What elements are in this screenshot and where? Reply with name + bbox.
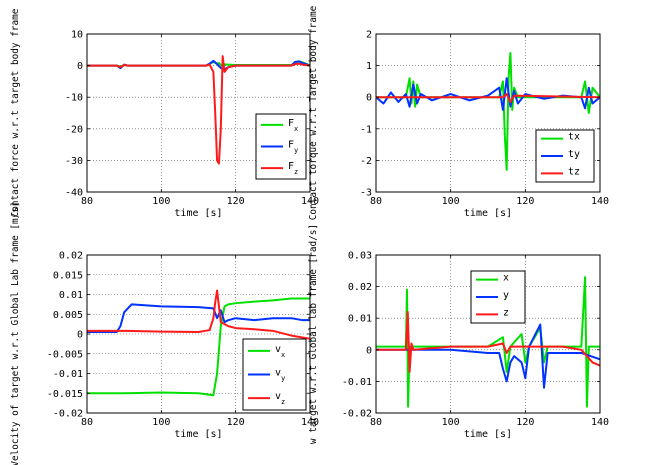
legend-label: vx xyxy=(275,344,285,359)
y-tick-label: -3 xyxy=(360,188,372,199)
y-tick-label: 0.03 xyxy=(348,251,372,262)
series-line-x xyxy=(376,276,600,408)
y-tick-label: 0.005 xyxy=(53,310,83,321)
legend-label: ty xyxy=(568,149,580,160)
series-line-z xyxy=(376,310,600,373)
y-tick-label: -0.02 xyxy=(342,409,372,420)
y-tick-label: -30 xyxy=(65,156,83,167)
x-tick-label: 80 xyxy=(81,196,93,207)
x-tick-label: 140 xyxy=(591,196,609,207)
legend: Fx Fy Fz xyxy=(255,113,307,180)
x-tick-label: 120 xyxy=(227,417,245,428)
y-tick-label: 0.01 xyxy=(348,314,372,325)
chart-torque: 80 100 120 140 -3 -2 -1 0 1 2 time [s] Contact torq… xyxy=(308,5,609,220)
series-line-fz xyxy=(87,55,310,165)
x-axis-label: time [s] xyxy=(464,429,512,440)
legend-label: x xyxy=(503,273,509,284)
legend-label: vy xyxy=(275,368,285,383)
y-tick-label: -1 xyxy=(360,124,372,135)
y-tick-label: 0 xyxy=(77,330,83,341)
legend: tx ty tz xyxy=(535,129,595,183)
legend-label: vz xyxy=(275,391,285,406)
y-axis-label: w target w.r.t Global lab frame [rad/s] xyxy=(308,224,319,444)
legend-label: z xyxy=(503,307,509,318)
y-tick-label: 10 xyxy=(71,30,83,41)
y-tick-label: 2 xyxy=(366,30,372,41)
y-tick-label: -2 xyxy=(360,156,372,167)
y-tick-label: 0.01 xyxy=(59,290,83,301)
y-tick-label: -40 xyxy=(65,188,83,199)
x-tick-label: 140 xyxy=(301,196,319,207)
y-tick-label: 0.015 xyxy=(53,270,83,281)
legend-label: Fx xyxy=(288,118,298,133)
y-tick-label: -10 xyxy=(65,93,83,104)
legend-label: y xyxy=(503,290,509,301)
x-tick-label: 80 xyxy=(81,417,93,428)
series-line-y xyxy=(376,323,600,389)
x-tick-label: 120 xyxy=(516,196,534,207)
series-line-vz xyxy=(87,289,310,340)
x-axis-label: time [s] xyxy=(464,208,512,219)
chart-force: 80 100 120 140 -40 -30 -20 -10 0 10 time [s] Contac… xyxy=(10,8,319,219)
x-axis-label: time [s] xyxy=(174,208,222,219)
x-tick-label: 100 xyxy=(442,196,460,207)
legend: xyz xyxy=(470,270,526,324)
legend-label: tz xyxy=(568,166,580,177)
y-tick-label: -0.02 xyxy=(53,409,83,420)
y-axis-label: Contact torque w.r.t Target body frame xyxy=(308,5,319,220)
x-tick-label: 100 xyxy=(152,196,170,207)
y-tick-label: 0 xyxy=(366,345,372,356)
chart-velocity: 80 100 120 140 -0.02 -0.015 -0.01 -0.005 0 0.005 0… xyxy=(10,201,319,465)
legend-label: tx xyxy=(568,132,580,143)
legend-label: Fy xyxy=(288,140,298,155)
y-tick-label: 1 xyxy=(366,61,372,72)
x-tick-label: 140 xyxy=(591,417,609,428)
x-tick-label: 140 xyxy=(301,417,319,428)
x-tick-label: 100 xyxy=(152,417,170,428)
legend-label: Fz xyxy=(288,161,298,176)
x-tick-label: 80 xyxy=(370,417,382,428)
y-tick-label: -0.01 xyxy=(342,377,372,388)
y-tick-label: -20 xyxy=(65,124,83,135)
y-tick-label: 0.02 xyxy=(59,251,83,262)
x-tick-label: 100 xyxy=(442,417,460,428)
y-tick-label: 0.02 xyxy=(348,282,372,293)
x-tick-label: 120 xyxy=(227,196,245,207)
axes-frame xyxy=(375,254,601,414)
y-axis-label: Contact force w.r.t target body frame xyxy=(10,8,21,217)
y-tick-label: 0 xyxy=(77,61,83,72)
y-tick-label: -0.005 xyxy=(47,349,83,360)
x-tick-label: 120 xyxy=(516,417,534,428)
axes-frame xyxy=(375,33,601,193)
y-axis-label: Velocity of target w.r.t Global Lab fram… xyxy=(10,201,21,465)
x-axis-label: time [s] xyxy=(174,429,222,440)
series-line-tz xyxy=(376,93,600,103)
axes-frame xyxy=(86,33,311,193)
y-tick-label: -0.01 xyxy=(53,369,83,380)
x-tick-label: 80 xyxy=(370,196,382,207)
y-tick-label: 0 xyxy=(366,93,372,104)
chart-angular: 80 100 120 140 -0.02 -0.01 0 0.01 0.02 0.03 time [… xyxy=(308,224,609,444)
legend: vx vy vz xyxy=(242,338,307,411)
y-tick-label: -0.015 xyxy=(47,389,83,400)
